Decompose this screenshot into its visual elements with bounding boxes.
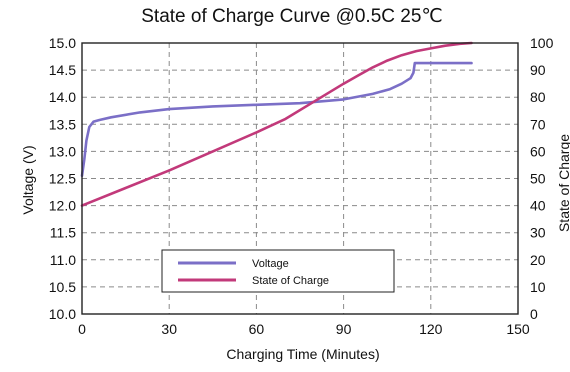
x-axis-label: Charging Time (Minutes) <box>226 346 379 362</box>
y2-tick-label: 40 <box>530 198 546 214</box>
legend-box <box>161 249 395 293</box>
y2-tick-label: 60 <box>530 143 546 159</box>
legend-label-voltage: Voltage <box>252 258 289 270</box>
x-tick-label: 60 <box>249 321 265 337</box>
y-tick-label: 14.5 <box>49 62 76 78</box>
x-tick-label: 150 <box>506 321 530 337</box>
y2-tick-label: 10 <box>530 279 546 295</box>
y2-tick-label: 80 <box>530 89 546 105</box>
y2-tick-label: 50 <box>530 171 546 187</box>
y-tick-label: 10.0 <box>49 306 76 322</box>
y-tick-label: 14.0 <box>49 89 76 105</box>
right-axis-ticks: 0 10 20 30 40 50 60 70 80 90 100 <box>530 35 554 322</box>
x-tick-label: 120 <box>419 321 443 337</box>
y2-tick-label: 30 <box>530 225 546 241</box>
y-tick-label: 13.0 <box>49 143 76 159</box>
grid-lines <box>82 43 518 314</box>
y2-tick-label: 0 <box>530 306 538 322</box>
y2-tick-label: 70 <box>530 116 546 132</box>
legend: Voltage State of Charge <box>161 249 395 293</box>
x-tick-label: 0 <box>78 321 86 337</box>
state-of-charge-line <box>80 41 473 207</box>
y2-axis-label: State of Charge <box>556 134 570 232</box>
y-tick-label: 11.0 <box>50 252 76 268</box>
x-axis-ticks: 0 30 60 90 120 150 <box>78 321 530 337</box>
voltage-line <box>80 61 473 178</box>
y2-tick-label: 90 <box>530 62 546 78</box>
plot-area-frame <box>81 42 519 315</box>
chart-title: State of Charge Curve @0.5C 25℃ <box>141 6 443 27</box>
y2-tick-label: 100 <box>530 35 554 51</box>
x-tick-label: 30 <box>161 321 177 337</box>
series-lines <box>80 41 473 207</box>
y-tick-label: 13.5 <box>49 116 76 132</box>
left-axis-ticks: 10.0 10.5 11.0 11.5 12.0 12.5 13.0 13.5 14.0 14.5… <box>49 35 76 322</box>
x-tick-label: 90 <box>336 321 352 337</box>
y-tick-label: 11.5 <box>50 225 76 241</box>
y-tick-label: 12.0 <box>49 198 76 214</box>
y-tick-label: 15.0 <box>49 35 76 51</box>
y2-tick-label: 20 <box>530 252 546 268</box>
y-axis-label: Voltage (V) <box>20 145 36 214</box>
legend-label-soc: State of Charge <box>252 275 329 287</box>
y-tick-label: 12.5 <box>49 171 76 187</box>
y-tick-label: 10.5 <box>49 279 76 295</box>
